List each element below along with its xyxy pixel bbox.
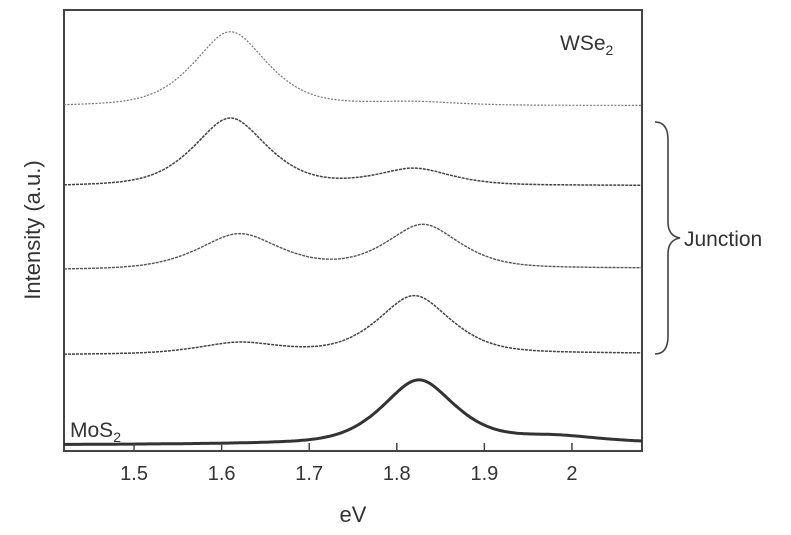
annotation-junction: Junction xyxy=(684,228,762,251)
series-wse2-line xyxy=(63,31,642,106)
series-junction-1-line xyxy=(63,117,642,186)
junction-brace xyxy=(654,121,681,355)
series-junction-2-line xyxy=(64,223,642,270)
x-tick-label: 1.8 xyxy=(383,463,411,485)
x-tick-label: 2 xyxy=(566,463,577,485)
x-tick-label: 1.6 xyxy=(208,463,236,485)
series-mos2-line xyxy=(64,378,643,446)
x-tick-label: 1.9 xyxy=(470,463,498,485)
annotation-mos2: MoS2 xyxy=(70,419,121,445)
x-tick-label: 1.7 xyxy=(295,463,323,485)
plot-frame xyxy=(63,9,643,452)
y-axis-label: Intensity (a.u.) xyxy=(20,160,45,299)
x-tick-label: 1.5 xyxy=(120,463,148,485)
series-junction-3-line xyxy=(64,294,642,355)
annotation-wse2: WSe2 xyxy=(560,32,614,58)
series-group xyxy=(63,31,643,446)
x-axis-label: eV xyxy=(340,502,367,527)
x-axis-ticks: 1.5 1.6 1.7 1.8 1.9 2 xyxy=(120,443,578,485)
